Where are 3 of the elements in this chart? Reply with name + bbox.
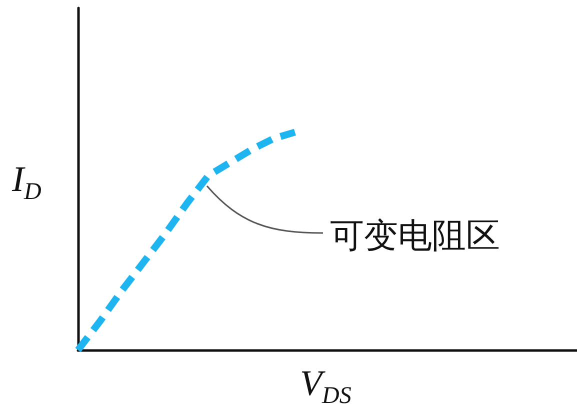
y-axis-title: I$_{D}$: [12, 158, 42, 206]
annotation: 可变电阻区: [330, 215, 500, 258]
x-axis-title: V$_{DS}$: [300, 362, 352, 410]
